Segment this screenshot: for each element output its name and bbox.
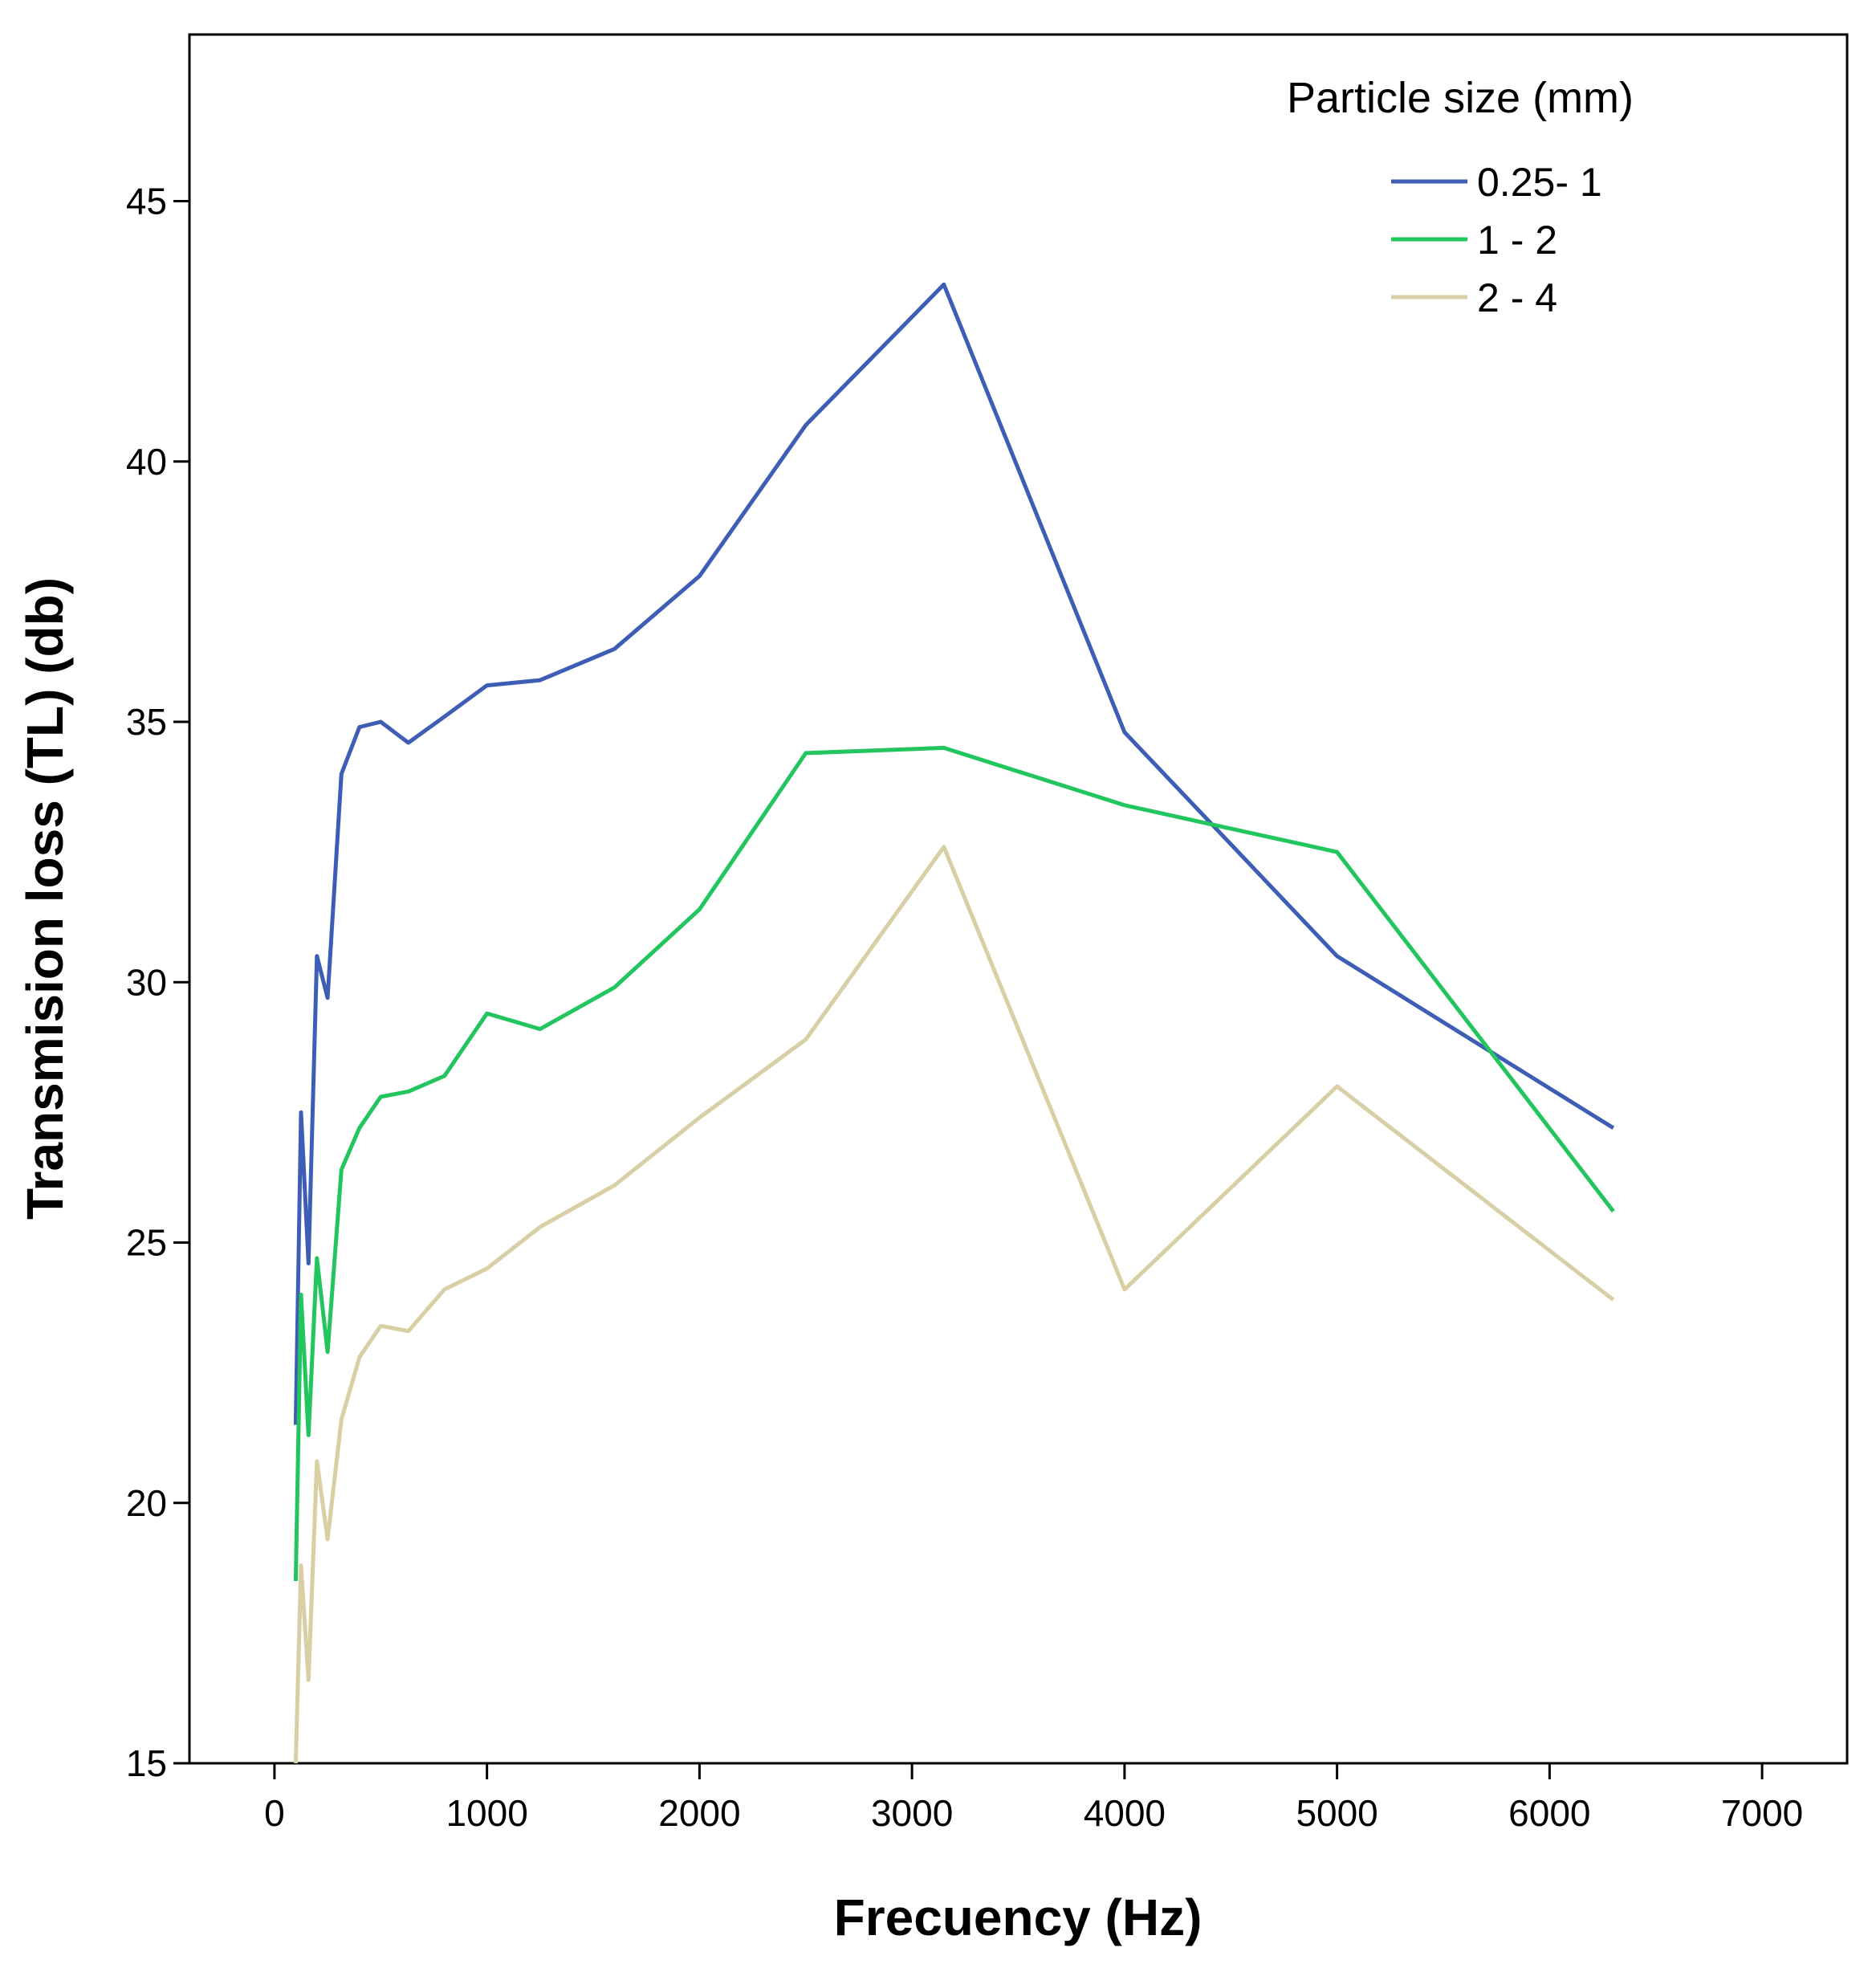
x-tick-label: 7000 bbox=[1721, 1792, 1803, 1834]
legend: Particle size (mm) 0.25- 1 1 - 2 2 - 4 bbox=[1287, 74, 1634, 320]
plot-frame bbox=[188, 33, 1849, 1765]
x-axis-title: Frecuency (Hz) bbox=[834, 1889, 1203, 1946]
series-line-3 bbox=[293, 845, 1615, 1764]
y-tick-label: 35 bbox=[126, 701, 167, 743]
series-line-2 bbox=[293, 745, 1615, 1582]
y-tick-label: 25 bbox=[126, 1222, 167, 1264]
y-tick-label: 45 bbox=[126, 181, 167, 222]
series-line-1 bbox=[293, 282, 1615, 1425]
y-axis: 15 20 25 30 35 40 45 bbox=[126, 181, 189, 1784]
x-tick-label: 3000 bbox=[871, 1792, 953, 1834]
x-axis: 0 1000 2000 3000 4000 5000 6000 7000 bbox=[264, 1763, 1803, 1834]
legend-label-1: 0.25- 1 bbox=[1477, 160, 1602, 205]
legend-title: Particle size (mm) bbox=[1287, 74, 1634, 122]
y-tick-label: 20 bbox=[126, 1482, 167, 1524]
y-tick-label: 40 bbox=[126, 441, 167, 483]
y-axis-title: Transmision loss (TL) (db) bbox=[16, 577, 74, 1220]
x-tick-label: 4000 bbox=[1084, 1792, 1166, 1834]
x-tick-label: 6000 bbox=[1508, 1792, 1590, 1834]
legend-label-2: 1 - 2 bbox=[1477, 218, 1557, 263]
legend-label-3: 2 - 4 bbox=[1477, 275, 1557, 320]
y-tick-label: 15 bbox=[126, 1742, 167, 1784]
y-tick-label: 30 bbox=[126, 961, 167, 1003]
x-tick-label: 0 bbox=[264, 1792, 285, 1834]
series-lines bbox=[293, 282, 1615, 1764]
x-tick-label: 2000 bbox=[658, 1792, 740, 1834]
x-tick-label: 5000 bbox=[1296, 1792, 1377, 1834]
x-tick-label: 1000 bbox=[446, 1792, 527, 1834]
